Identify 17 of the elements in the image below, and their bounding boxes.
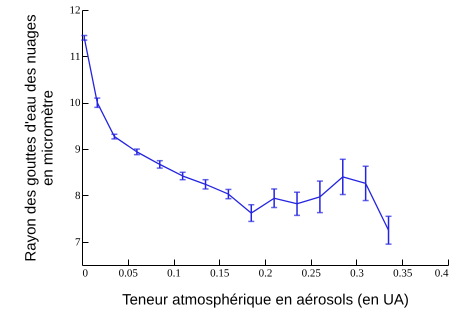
x-tick-label: 0.15: [210, 268, 230, 280]
y-tick-label: 9: [75, 144, 81, 156]
y-tick-label: 7: [75, 236, 81, 248]
y-tick-label: 10: [70, 97, 81, 110]
x-tick-label: 0.3: [350, 268, 364, 280]
x-tick-label: 0.2: [258, 268, 272, 280]
x-tick-label: 0.05: [118, 268, 138, 280]
y-tick-label: 11: [70, 50, 80, 63]
x-tick-label: 0.4: [434, 268, 449, 280]
x-tick-label: 0: [82, 268, 88, 280]
x-axis-title: Teneur atmosphérique en aérosols (en UA): [122, 292, 409, 308]
y-axis-title: Rayon des gouttes d'eau des nuages en micromètre: [22, 14, 56, 262]
x-tick-label: 0.25: [302, 268, 322, 280]
x-tick-label: 0.1: [167, 268, 181, 280]
x-tick-label: 0.35: [393, 268, 413, 280]
y-tick-label: 12: [70, 4, 80, 16]
y-tick-label: 8: [75, 190, 81, 202]
